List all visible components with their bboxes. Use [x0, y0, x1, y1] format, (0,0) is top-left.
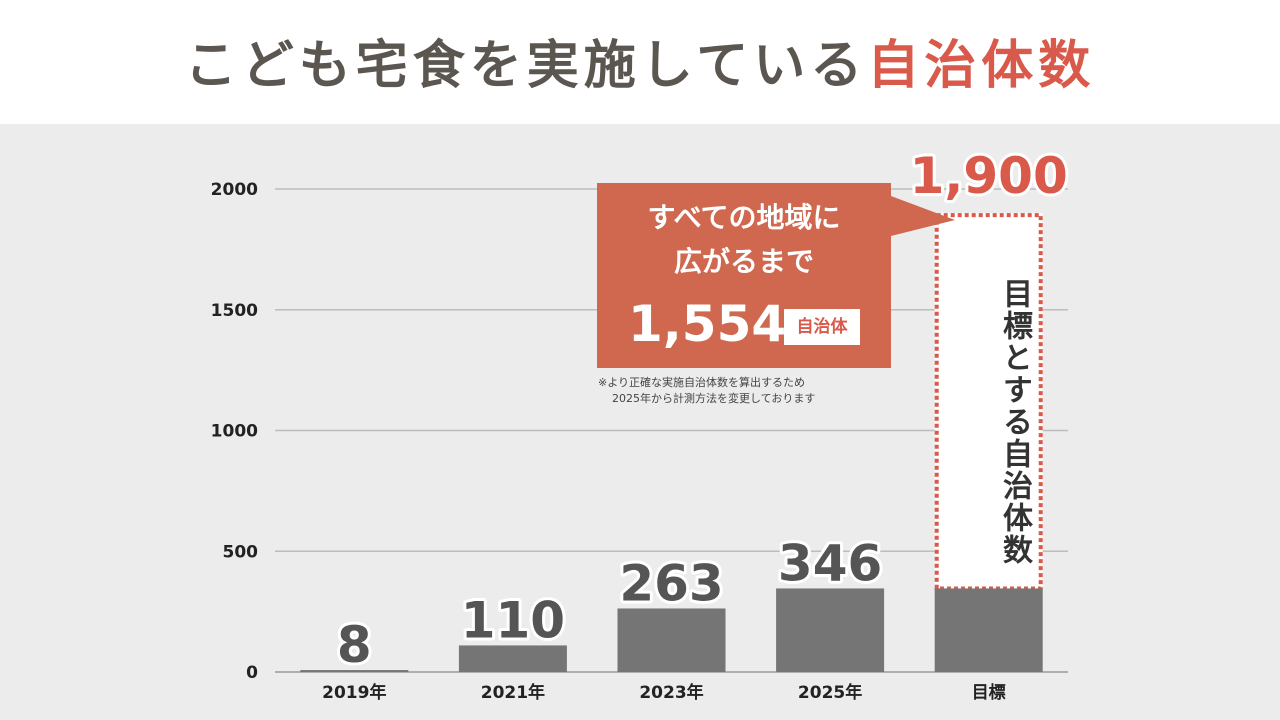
target-vertical-label: 目標とする自治体数 [997, 278, 1032, 566]
target-marker: 1,900 [907, 144, 1071, 591]
category-label: 目標 [972, 682, 1006, 703]
target-value-label: 1,900 [910, 147, 1068, 205]
category-label: 2025年 [798, 682, 862, 703]
title-main: こども宅食を実施している [184, 35, 868, 96]
callout-number: 1,554 [628, 295, 787, 353]
y-tick-label: 0 [246, 663, 258, 683]
footnote: ※より正確な実施自治体数を算出するため 2025年から計測方法を変更しております [598, 375, 898, 407]
y-tick-label: 1000 [211, 422, 258, 442]
category-label: 2023年 [639, 682, 703, 703]
target-box-border [934, 213, 1043, 591]
bar-value-label: 346 [778, 534, 882, 592]
callout-box [597, 183, 955, 368]
bar [458, 645, 567, 672]
footnote-line-2: 2025年から計測方法を変更しております [612, 392, 816, 405]
callout-badge: 自治体 [784, 309, 860, 345]
footnote-line-1: ※より正確な実施自治体数を算出するため [598, 376, 805, 389]
category-label: 2021年 [481, 682, 545, 703]
bar-value-label: 8 [337, 616, 372, 674]
bar [776, 588, 885, 672]
callout-line-2: 広がるまで [673, 245, 814, 278]
bar [300, 670, 409, 672]
y-tick-label: 1500 [211, 301, 258, 321]
data-labels: 8 110 263 346 [334, 531, 885, 677]
bar-value-label: 110 [461, 591, 565, 649]
bar-value-label: 263 [619, 554, 723, 612]
target-box-fill [934, 213, 1043, 589]
category-label: 2019年 [322, 682, 386, 703]
chart-bars [300, 588, 1043, 672]
header: こども宅食を実施している自治体数 [0, 0, 1280, 124]
y-tick-label: 2000 [211, 180, 258, 200]
bar [617, 608, 726, 672]
y-axis-ticks: 0 500 1000 1500 2000 [211, 180, 258, 683]
bar [934, 588, 1043, 672]
y-tick-label: 500 [223, 542, 259, 562]
title-accent: 自治体数 [867, 35, 1096, 96]
callout-line-1: すべての地域に [647, 201, 841, 234]
page-title: こども宅食を実施している自治体数 [0, 30, 1280, 102]
callout-shape [597, 183, 955, 368]
x-axis-categories: 2019年 2021年 2023年 2025年 目標 [322, 682, 1006, 703]
callout-heading: すべての地域に 広がるまで [597, 196, 891, 284]
